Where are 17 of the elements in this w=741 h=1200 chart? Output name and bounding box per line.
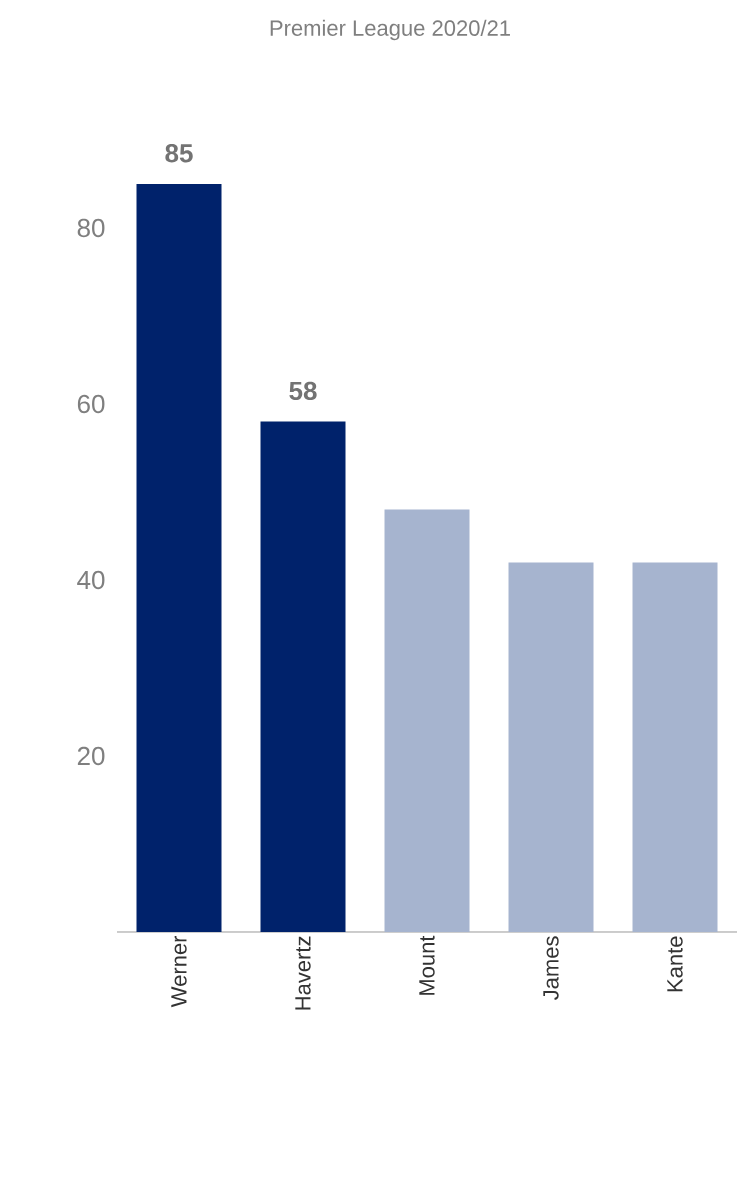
y-tick-label: 60 bbox=[77, 394, 105, 414]
y-tick-label: 80 bbox=[77, 218, 105, 238]
bar bbox=[508, 562, 594, 932]
x-tick-label: James bbox=[543, 936, 559, 1000]
data-label: 85 bbox=[165, 144, 193, 163]
y-tick-label: 40 bbox=[77, 570, 105, 590]
data-label: 58 bbox=[289, 381, 317, 401]
x-tick-label: Mount bbox=[419, 935, 435, 995]
chart-title: Premier League 2020/21 bbox=[270, 19, 510, 41]
x-tick-label: Werner bbox=[171, 935, 187, 1008]
y-tick-label: 20 bbox=[77, 746, 105, 766]
x-tick-label: Havertz bbox=[295, 936, 311, 1010]
bar bbox=[136, 184, 222, 932]
bar bbox=[384, 509, 470, 932]
bar bbox=[260, 421, 346, 932]
bar bbox=[632, 562, 718, 932]
x-tick-label: Kante bbox=[667, 936, 683, 992]
